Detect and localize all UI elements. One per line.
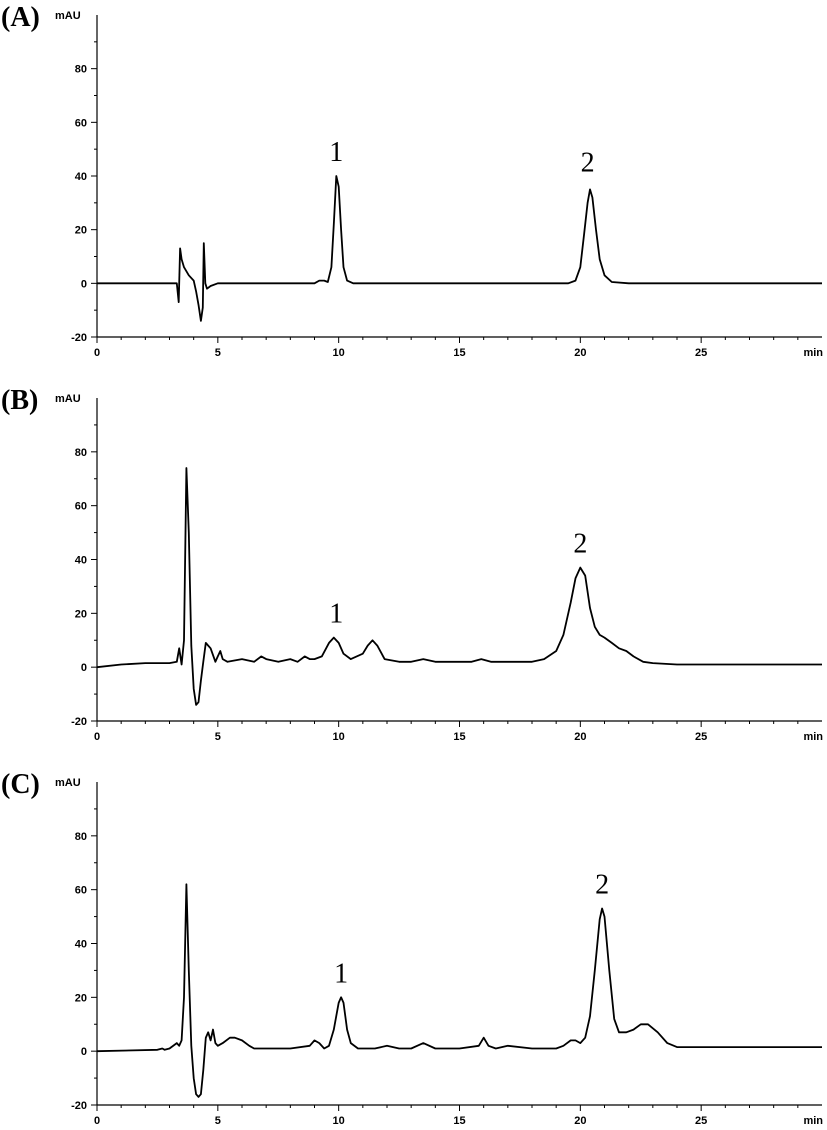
y-tick-label: 20: [75, 608, 87, 620]
y-tick-label: 0: [81, 662, 87, 674]
y-tick-label: 20: [75, 225, 87, 237]
y-axis-unit: mAU: [55, 393, 81, 405]
x-tick-label: 0: [94, 347, 100, 359]
x-tick-label: 15: [453, 1115, 465, 1127]
x-tick-label: 5: [215, 1115, 221, 1127]
x-tick-label: 5: [215, 347, 221, 359]
y-tick-label: 60: [75, 501, 87, 513]
x-tick-label: 10: [333, 347, 345, 359]
peak-label: 1: [334, 958, 348, 989]
x-tick-label: 25: [695, 731, 707, 743]
chromatogram-trace: [96, 467, 822, 706]
x-axis-unit: min: [803, 347, 823, 359]
x-tick-label: 5: [215, 731, 221, 743]
chromatogram-trace: [97, 175, 822, 322]
x-axis-unit: min: [803, 1115, 823, 1127]
y-tick-label: 80: [75, 64, 87, 76]
peak-label: 2: [581, 148, 595, 179]
y-tick-label: 40: [75, 171, 87, 183]
panel-label: (A): [1, 2, 40, 33]
x-tick-label: 10: [333, 1115, 345, 1127]
y-tick-label: 0: [81, 278, 87, 290]
y-tick-label: 80: [75, 831, 87, 843]
y-tick-label: 20: [75, 992, 87, 1004]
peak-label: 1: [329, 137, 343, 168]
x-axis-unit: min: [803, 731, 823, 743]
y-tick-label: 60: [75, 885, 87, 897]
x-tick-label: 15: [453, 347, 465, 359]
x-tick-label: 20: [574, 1115, 586, 1127]
y-tick-label: 0: [81, 1046, 87, 1058]
peak-label: 2: [595, 870, 609, 901]
x-tick-label: 10: [333, 731, 345, 743]
y-tick-label: 80: [75, 447, 87, 459]
x-tick-label: 20: [574, 347, 586, 359]
x-tick-label: 0: [94, 731, 100, 743]
x-tick-label: 20: [574, 731, 586, 743]
panel-label: (C): [1, 769, 40, 800]
y-tick-label: -20: [71, 332, 87, 344]
y-tick-label: -20: [71, 716, 87, 728]
y-tick-label: 60: [75, 117, 87, 129]
y-axis-unit: mAU: [55, 10, 81, 22]
y-axis-unit: mAU: [55, 777, 81, 789]
x-tick-label: 0: [94, 1115, 100, 1127]
x-tick-label: 25: [695, 1115, 707, 1127]
chromatogram-trace: [96, 883, 822, 1098]
y-tick-label: 40: [75, 939, 87, 951]
y-tick-label: -20: [71, 1100, 87, 1112]
peak-label: 1: [329, 599, 343, 630]
x-tick-label: 15: [453, 731, 465, 743]
y-tick-label: 40: [75, 555, 87, 567]
peak-label: 2: [573, 529, 587, 560]
panel-label: (B): [1, 385, 38, 416]
x-tick-label: 25: [695, 347, 707, 359]
